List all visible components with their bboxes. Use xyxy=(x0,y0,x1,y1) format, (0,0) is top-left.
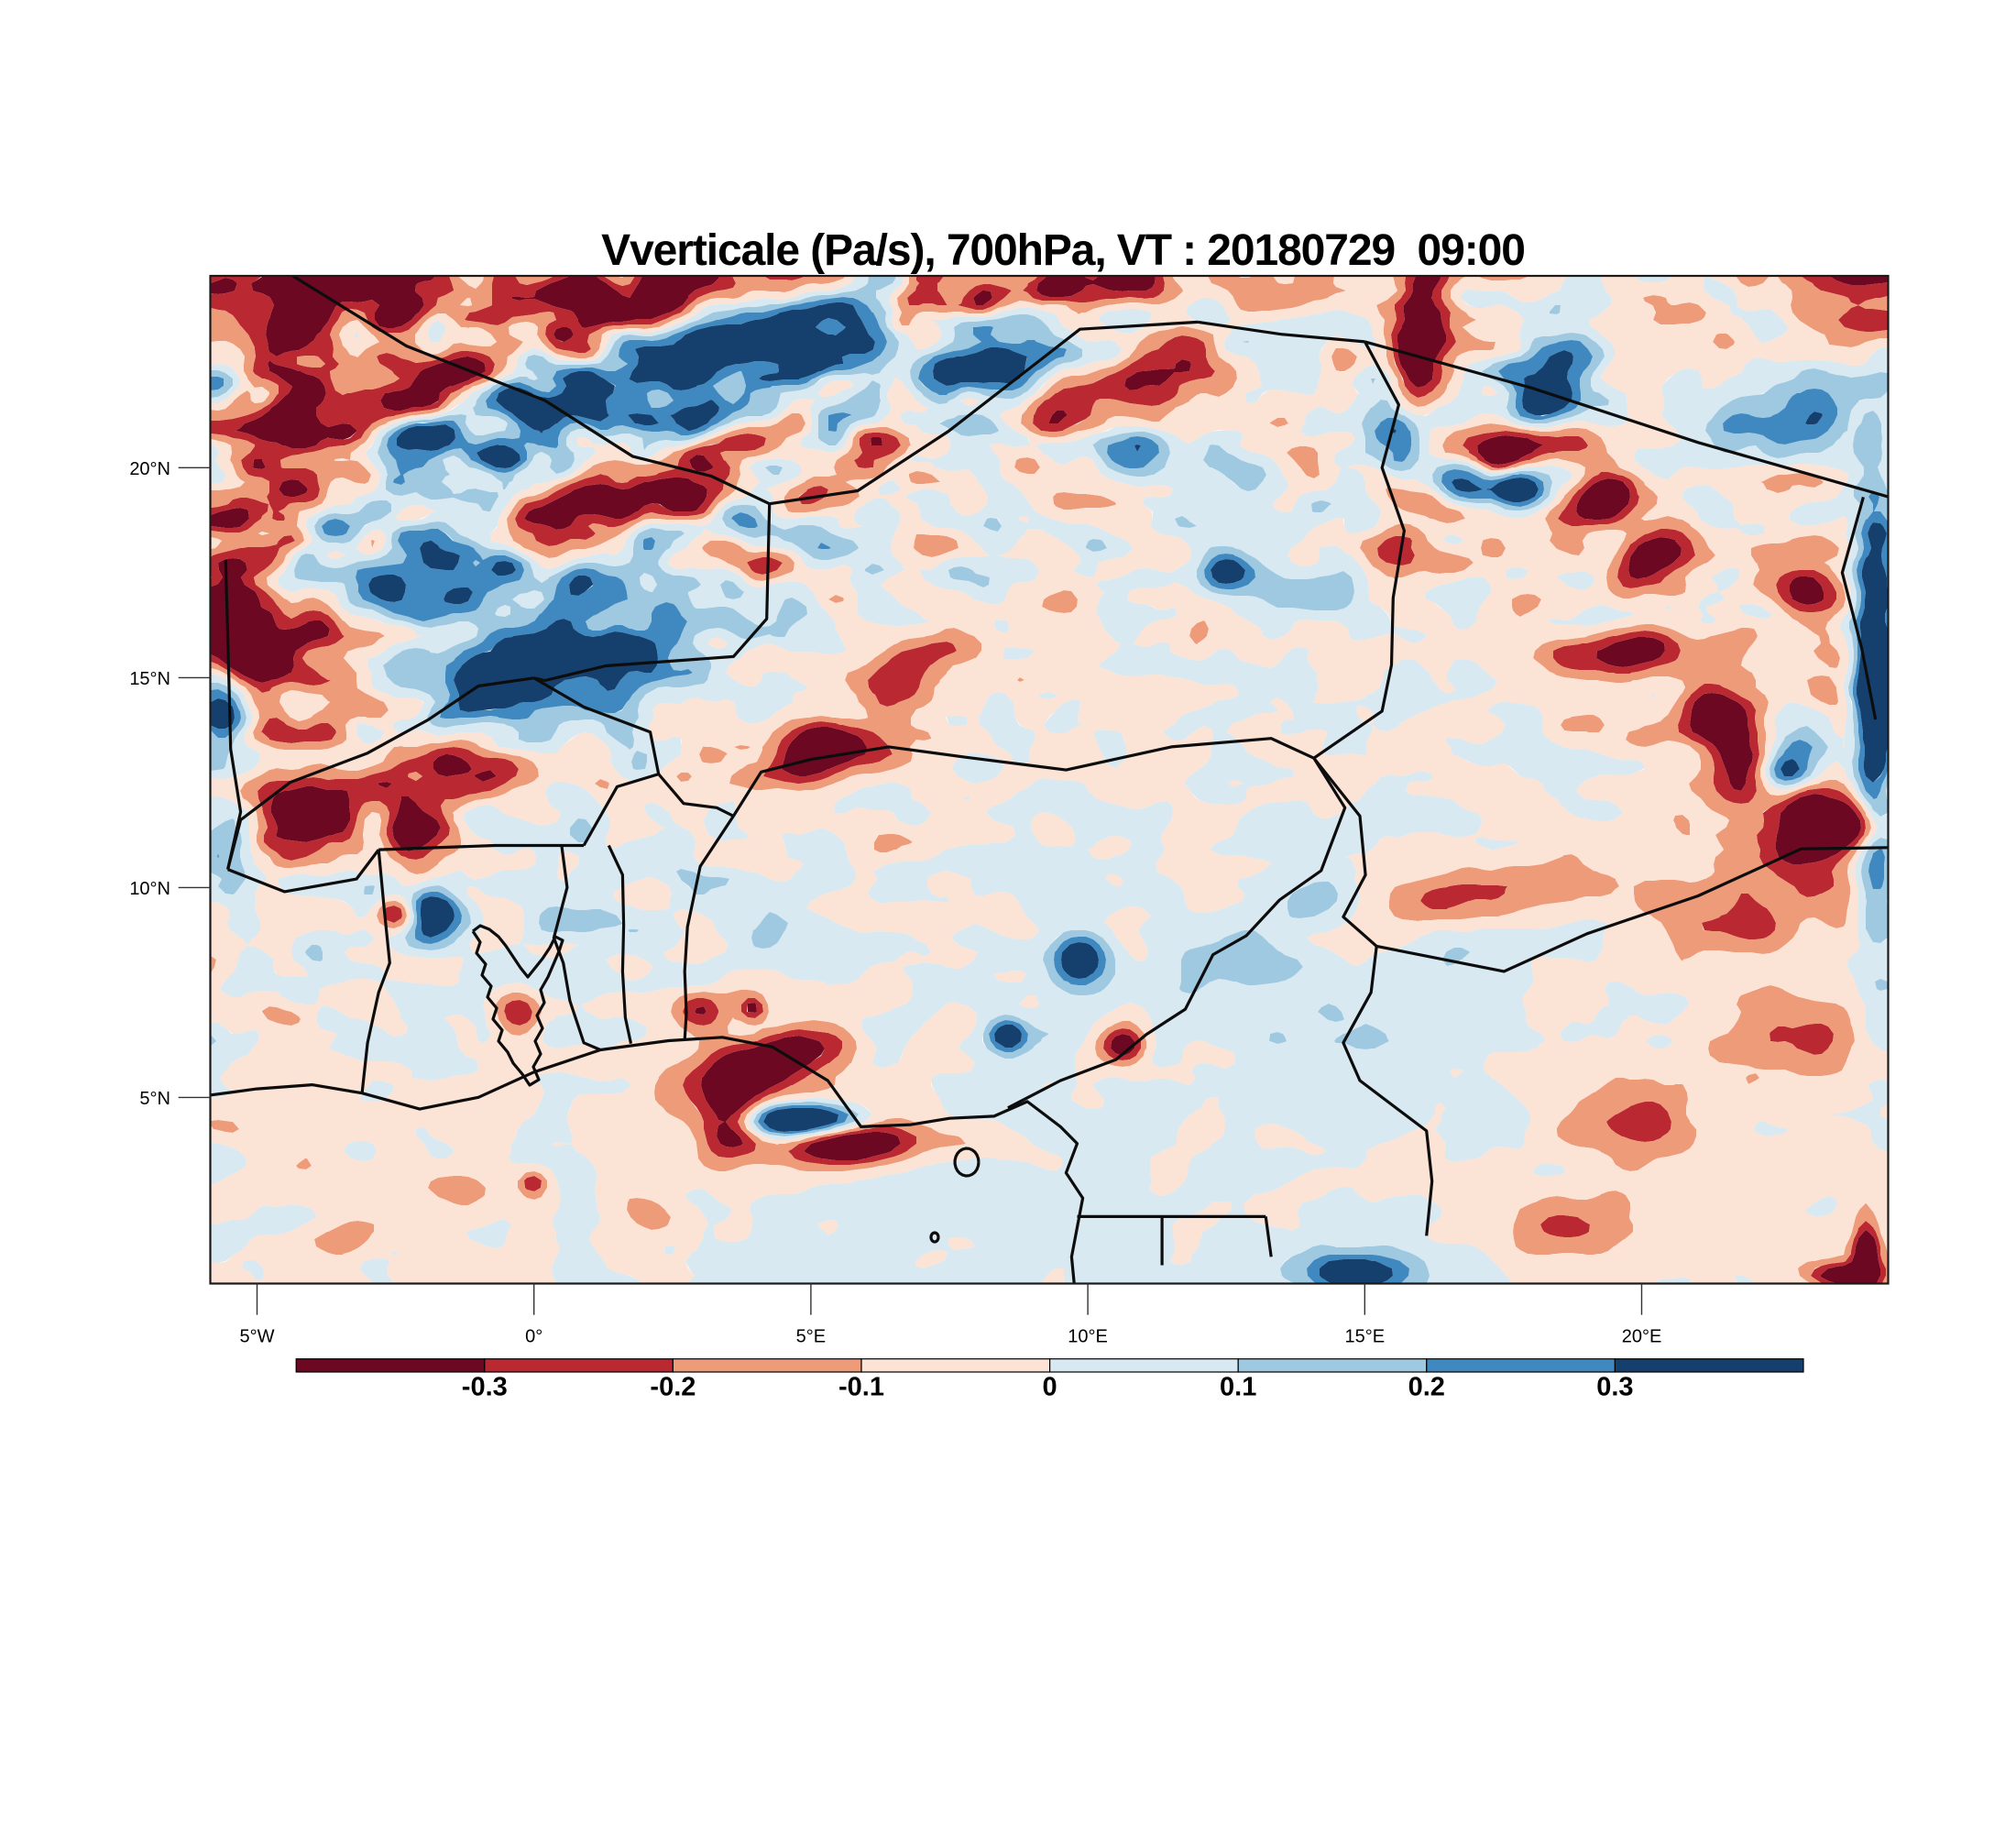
svg-text:20°N: 20°N xyxy=(129,459,170,479)
svg-text:0°: 0° xyxy=(525,1327,542,1347)
svg-text:0.3: 0.3 xyxy=(1596,1373,1633,1402)
svg-text:10°N: 10°N xyxy=(129,879,170,899)
svg-text:10°E: 10°E xyxy=(1068,1327,1108,1347)
svg-text:0.1: 0.1 xyxy=(1220,1373,1256,1402)
svg-text:15°E: 15°E xyxy=(1345,1327,1386,1347)
svg-text:0: 0 xyxy=(1043,1373,1057,1402)
svg-text:5°N: 5°N xyxy=(139,1089,170,1109)
svg-text:Vverticale (Pa/s), 700hPa, VT: Vverticale (Pa/s), 700hPa, VT : 20180729… xyxy=(601,226,1525,275)
svg-text:20°E: 20°E xyxy=(1622,1327,1662,1347)
svg-text:5°E: 5°E xyxy=(796,1327,826,1347)
svg-text:0.2: 0.2 xyxy=(1408,1373,1445,1402)
svg-text:-0.2: -0.2 xyxy=(650,1373,696,1402)
svg-text:-0.1: -0.1 xyxy=(838,1373,884,1402)
svg-text:15°N: 15°N xyxy=(129,669,170,689)
svg-text:-0.3: -0.3 xyxy=(462,1373,508,1402)
svg-text:5°W: 5°W xyxy=(240,1327,275,1347)
